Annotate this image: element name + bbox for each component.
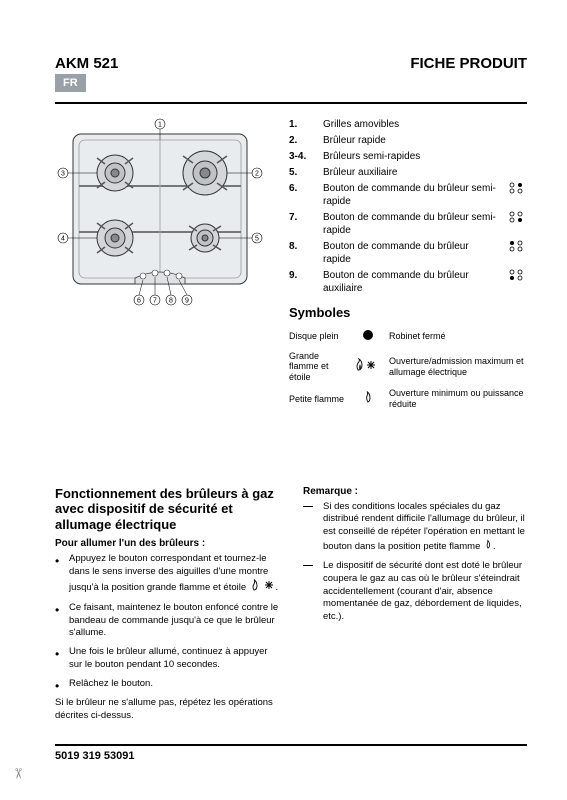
header: AKM 521 FR FICHE PRODUIT xyxy=(55,55,527,92)
svg-text:2: 2 xyxy=(255,171,259,178)
svg-text:7: 7 xyxy=(153,298,157,305)
remark-item: Si des conditions locales spéciales du g… xyxy=(323,501,527,554)
operation-section: Fonctionnement des brûleurs à gaz avec d… xyxy=(55,486,279,723)
instruction-item: Appuyez le bouton correspondant et tourn… xyxy=(55,553,279,595)
instruction-item: Ce faisant, maintenez le bouton enfoncé … xyxy=(55,602,279,640)
disk-icon xyxy=(347,328,389,345)
svg-text:8: 8 xyxy=(169,298,173,305)
sheet-title: FICHE PRODUIT xyxy=(410,55,527,72)
big-flame-star-icon xyxy=(347,358,389,375)
dash-bullet: — xyxy=(303,501,313,554)
section-title: Fonctionnement des brûleurs à gaz avec d… xyxy=(55,486,279,533)
dash-bullet: — xyxy=(303,560,313,624)
knob-indicator-icon xyxy=(507,182,527,198)
symbol-row: Disque plein Robinet fermé xyxy=(289,328,527,345)
svg-text:6: 6 xyxy=(137,298,141,305)
instruction-item: Une fois le brûleur allumé, continuez à … xyxy=(55,646,279,672)
legend-num: 1. xyxy=(289,118,315,131)
big-flame-icon xyxy=(249,579,261,596)
symbol-row: Petite flamme Ouverture minimum ou puiss… xyxy=(289,388,527,410)
star-icon xyxy=(263,579,275,596)
small-flame-icon xyxy=(483,539,493,554)
instruction-note: Si le brûleur ne s'allume pas, répétez l… xyxy=(55,697,279,723)
svg-text:9: 9 xyxy=(185,298,189,305)
svg-text:4: 4 xyxy=(61,236,65,243)
symbols-heading: Symboles xyxy=(289,305,527,320)
remark-title: Remarque : xyxy=(303,486,527,497)
model-number: AKM 521 xyxy=(55,55,118,72)
header-rule xyxy=(55,102,527,104)
parts-legend: 1.Grilles amovibles 2.Brûleur rapide 3-4… xyxy=(289,118,527,416)
remark-item: Le dispositif de sécurité dont est doté … xyxy=(323,560,527,624)
knob-indicator-icon xyxy=(507,240,527,256)
footer-code: 5019 319 53091 xyxy=(55,750,527,762)
scissors-icon: ✂ xyxy=(9,768,26,780)
small-flame-icon xyxy=(347,390,389,407)
legend-text: Grilles amovibles xyxy=(323,118,499,131)
footer-rule xyxy=(55,744,527,746)
svg-text:3: 3 xyxy=(61,171,65,178)
svg-text:1: 1 xyxy=(158,122,162,129)
section-subtitle: Pour allumer l'un des brûleurs : xyxy=(55,538,279,549)
svg-text:5: 5 xyxy=(255,236,259,243)
language-badge: FR xyxy=(55,74,86,92)
knob-indicator-icon xyxy=(507,269,527,285)
instruction-item: Relâchez le bouton. xyxy=(55,678,279,691)
remark-section: Remarque : — Si des conditions locales s… xyxy=(303,486,527,723)
knob-indicator-icon xyxy=(507,211,527,227)
cooktop-diagram: 1 3 2 4 5 6 7 xyxy=(55,118,265,308)
symbol-row: Grande flamme et étoile Ouverture/admiss… xyxy=(289,351,527,382)
